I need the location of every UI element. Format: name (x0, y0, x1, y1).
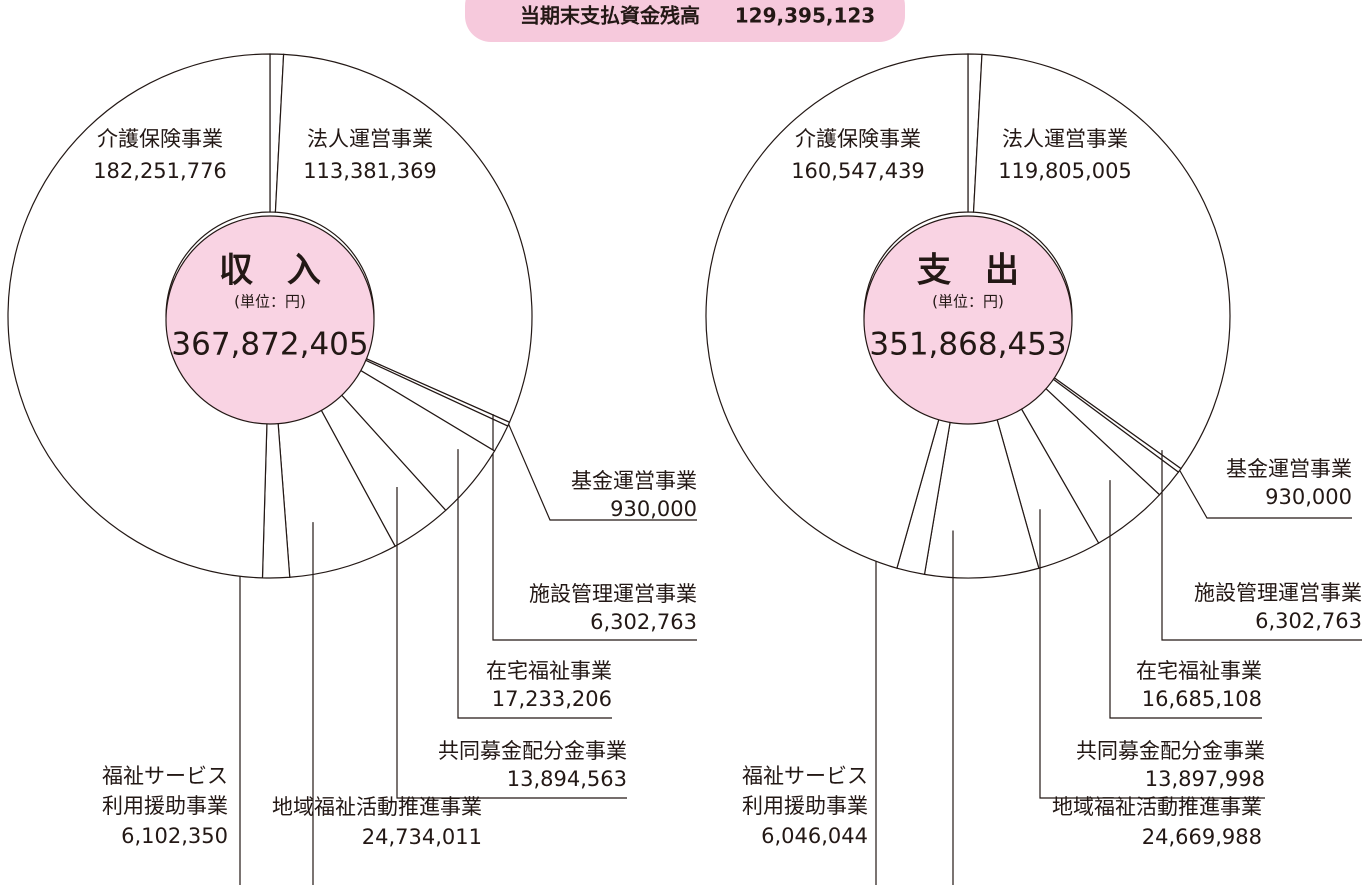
slice (274, 53, 533, 424)
center-circle (863, 215, 1073, 425)
slice-value: 6,046,044 (761, 824, 868, 848)
center-unit: (単位：円) (932, 293, 1004, 311)
slice-label: 地域福祉活動推進事業 (1052, 795, 1262, 819)
slice-label: 共同募金配分金事業 (438, 739, 627, 763)
slice-value: 930,000 (610, 497, 697, 521)
slice-label: 介護保険事業 (97, 127, 223, 151)
slice-value: 24,669,988 (1142, 825, 1262, 849)
slice-label: 共同募金配分金事業 (1076, 739, 1265, 763)
balance-box (465, 0, 905, 42)
slice-value: 6,102,350 (121, 824, 228, 848)
slice-label: 福祉サービス利用援助事業 (742, 764, 868, 818)
balance-label: 当期末支払資金残高 (520, 4, 700, 28)
slice-value: 6,302,763 (590, 610, 697, 634)
slice-label: 在宅福祉事業 (486, 659, 612, 683)
leader-line (1179, 470, 1352, 519)
leader-line (1109, 480, 1262, 719)
slice-value: 119,805,005 (998, 159, 1132, 183)
slice-label: 在宅福祉事業 (1136, 659, 1262, 683)
leader-line (1161, 450, 1362, 641)
center-total: 351,868,453 (869, 327, 1066, 363)
center-unit: (単位：円) (234, 293, 306, 311)
slice-value: 17,233,206 (492, 687, 612, 711)
leader-line (1039, 509, 1265, 799)
slice-value: 6,302,763 (1255, 609, 1362, 633)
center-title: 収 入 (219, 251, 321, 291)
leader-line (492, 414, 697, 641)
slice (972, 53, 1231, 470)
leader-line (508, 423, 697, 521)
slice-label: 法人運営事業 (307, 127, 433, 151)
slice-value: 930,000 (1265, 485, 1352, 509)
slice-label: 福祉サービス利用援助事業 (102, 764, 228, 818)
slice-label: 地域福祉活動推進事業 (272, 795, 482, 819)
slice-value: 13,894,563 (507, 767, 627, 791)
center-total: 367,872,405 (171, 327, 368, 363)
leader-line (457, 449, 612, 719)
center-title: 支 出 (917, 251, 1019, 291)
slice-value: 113,381,369 (303, 159, 437, 183)
leader-line (396, 487, 627, 799)
center-circle (165, 215, 375, 425)
slice-value: 16,685,108 (1142, 687, 1262, 711)
slice-label: 基金運営事業 (571, 469, 697, 493)
slice-value: 160,547,439 (791, 159, 925, 183)
slice-label: 基金運営事業 (1226, 457, 1352, 481)
balance-value: 129,395,123 (735, 4, 875, 28)
slice-label: 施設管理運営事業 (529, 582, 697, 606)
slice-value: 13,897,998 (1145, 767, 1265, 791)
slice-value: 182,251,776 (93, 159, 227, 183)
slice-label: 施設管理運営事業 (1194, 581, 1362, 605)
slice-label: 法人運営事業 (1002, 127, 1128, 151)
slice-label: 介護保険事業 (795, 127, 921, 151)
slice-value: 24,734,011 (362, 825, 482, 849)
